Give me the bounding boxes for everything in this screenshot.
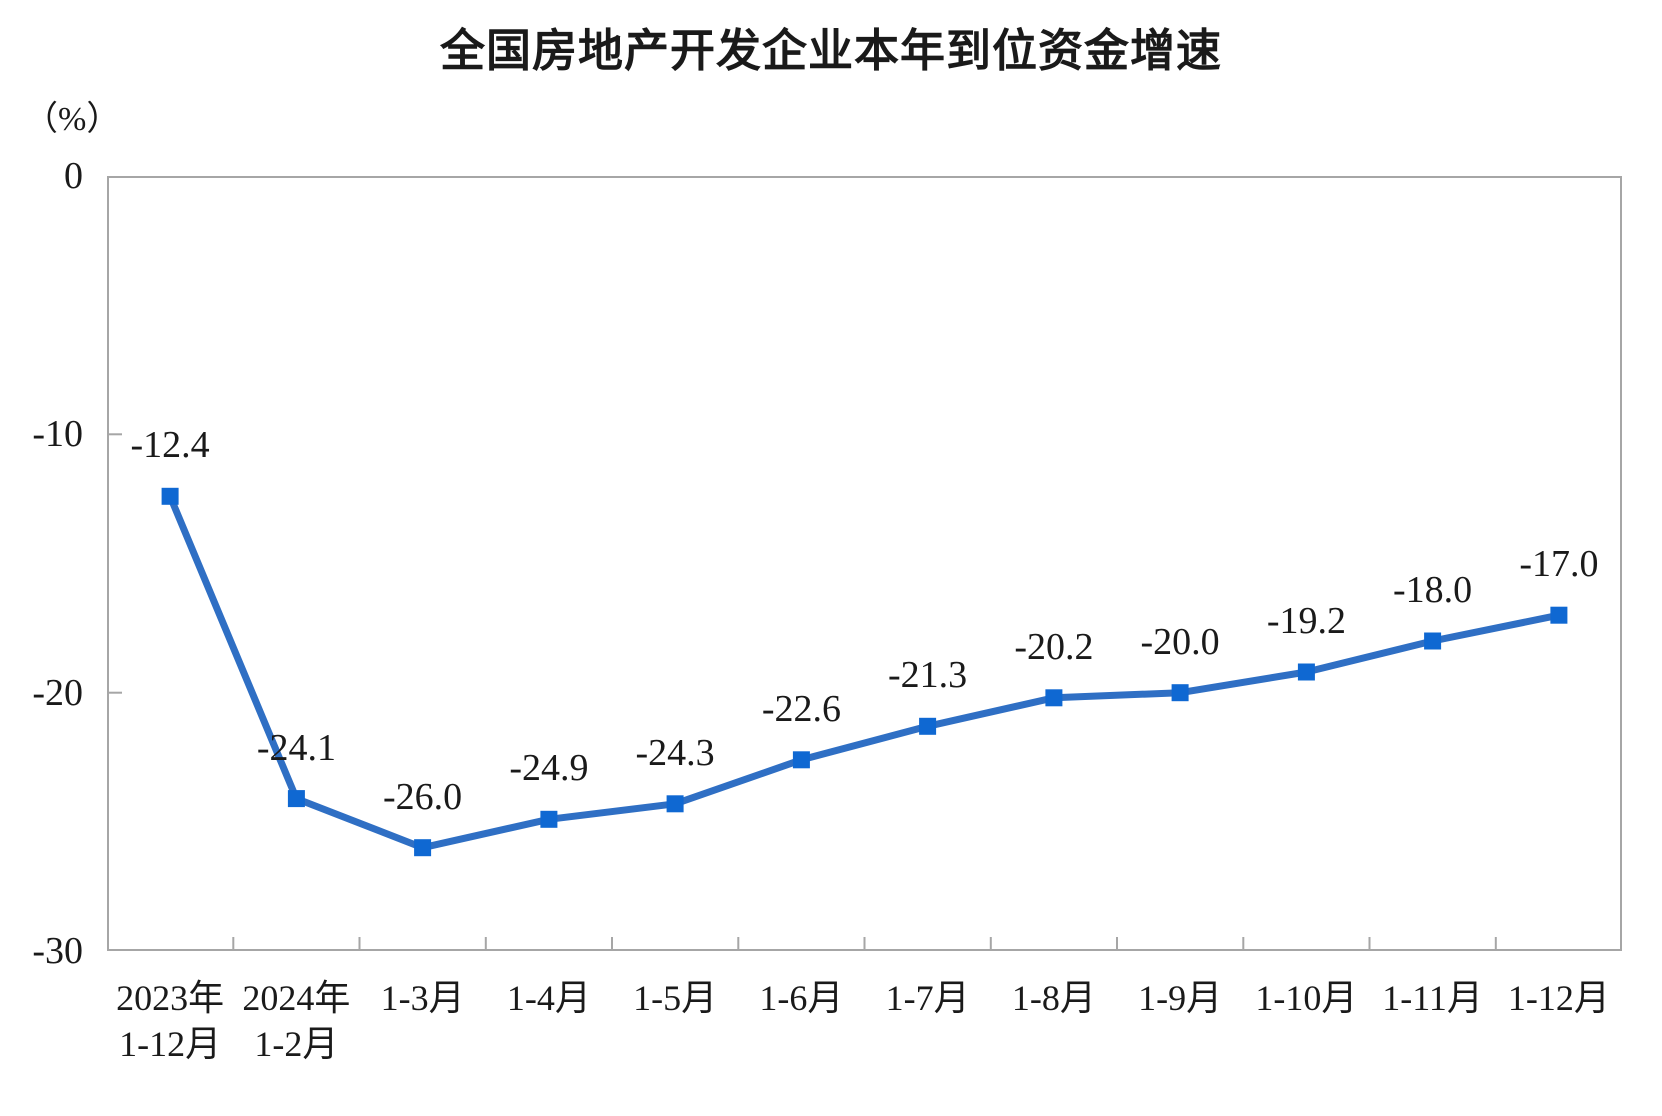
data-point-marker — [1297, 663, 1315, 681]
x-tick-label: 1-8月 — [1011, 978, 1096, 1018]
x-tick-label: 1-4月 — [506, 978, 591, 1018]
data-point-marker — [1171, 684, 1189, 702]
x-tick-label: 2023年 1-12月 — [116, 978, 225, 1064]
data-point-marker — [540, 810, 558, 828]
data-label: -24.9 — [509, 747, 589, 790]
y-tick-label: -10 — [32, 413, 83, 456]
data-label: -20.0 — [1140, 620, 1220, 663]
trend-line — [166, 492, 1563, 852]
x-tick-label: 1-10月 — [1255, 978, 1358, 1018]
x-tick-label: 2024年 1-2月 — [242, 978, 351, 1064]
data-label: -19.2 — [1266, 600, 1346, 642]
plot-area — [107, 176, 1622, 951]
y-axis-unit-label: （%） — [24, 101, 121, 138]
x-tick-label: 1-11月 — [1382, 978, 1483, 1018]
data-point-marker — [792, 751, 810, 769]
data-label: -18.0 — [1393, 569, 1473, 611]
x-tick-label: 1-9月 — [1138, 978, 1223, 1018]
data-point-marker — [287, 790, 305, 808]
y-tick-label: -30 — [32, 930, 83, 972]
data-label: -26.0 — [383, 775, 463, 818]
y-axis: 0 -10 -20 -30 — [0, 155, 107, 972]
data-label: -24.1 — [256, 726, 336, 769]
data-point-marker — [919, 717, 937, 735]
x-tick-label: 1-12月 — [1507, 978, 1610, 1018]
x-axis: 2023年 1-12月 2024年 1-2月 1-3月 1-4月 1-5月 1-6月 1-7月 1… — [107, 951, 1622, 1091]
data-label: -22.6 — [761, 687, 841, 730]
x-tick-label: 1-5月 — [633, 978, 718, 1018]
data-point-marker — [414, 839, 432, 857]
x-tick-label: 1-7月 — [885, 978, 970, 1018]
x-tick-label: 1-3月 — [380, 978, 465, 1018]
data-label: -21.3 — [888, 654, 968, 697]
data-label: -12.4 — [130, 424, 210, 467]
line-chart-svg — [107, 176, 1622, 951]
data-labels-layer: -12.4 -24.1 -26.0 -24.9 -24.3 -22.6 -21.3 -20.2… — [107, 176, 1622, 951]
y-tick-label: 0 — [64, 155, 83, 197]
data-point-marker — [666, 795, 684, 813]
data-point-marker — [1045, 689, 1063, 707]
chart-title: 全国房地产开发企业本年到位资金增速 — [439, 25, 1222, 76]
data-point-marker — [1550, 606, 1568, 624]
data-label: -24.3 — [635, 731, 715, 774]
x-tick-label: 1-6月 — [759, 978, 844, 1018]
data-label: -17.0 — [1519, 543, 1599, 586]
data-point-marker — [1424, 632, 1442, 650]
data-point-marker — [161, 487, 179, 505]
data-label: -20.2 — [1014, 625, 1094, 668]
y-tick-label: -20 — [32, 671, 83, 714]
